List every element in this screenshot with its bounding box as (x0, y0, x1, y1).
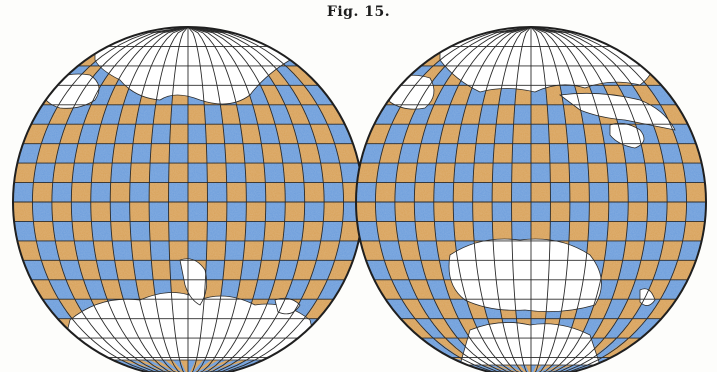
landmass-australia (448, 238, 602, 313)
eastern-hemisphere (355, 26, 707, 372)
meridian-line (168, 27, 189, 372)
meridian-line (187, 27, 286, 372)
meridian-line (187, 27, 325, 372)
meridian-line (187, 27, 208, 372)
meridian-line (511, 27, 532, 372)
meridian-line (148, 27, 189, 372)
meridian-line (187, 27, 247, 372)
landmass-antarctica (459, 322, 601, 366)
meridian-line (51, 27, 189, 372)
meridian-line (472, 27, 532, 372)
figure-title: Fig. 15. (326, 4, 391, 20)
landmass-new-zealand (639, 288, 656, 306)
meridian-line (433, 27, 532, 372)
meridian-line (530, 27, 629, 372)
meridian-line (394, 27, 532, 372)
meridian-line (530, 27, 610, 372)
meridian-line (187, 27, 267, 372)
meridian-line (530, 27, 551, 372)
meridian-line (530, 27, 668, 372)
landmass-asia-east (558, 92, 676, 131)
western-hemisphere (12, 26, 364, 372)
graticule-lines (356, 27, 706, 372)
meridian-line (187, 27, 345, 372)
landmasses (39, 27, 321, 361)
landmass-southern-island (274, 297, 301, 315)
graticule-lines (13, 27, 363, 372)
meridian-line (187, 27, 306, 372)
meridian-line (374, 27, 532, 372)
meridian-line (530, 27, 649, 372)
meridian-line (31, 27, 189, 372)
meridian-line (187, 27, 228, 372)
meridian-line (90, 27, 189, 372)
meridian-line (452, 27, 532, 372)
meridian-line (530, 27, 571, 372)
meridian-line (70, 27, 189, 372)
meridian-line (491, 27, 532, 372)
meridian-line (129, 27, 189, 372)
meridian-line (530, 27, 688, 372)
hemisphere-outline (355, 26, 707, 372)
meridian-line (109, 27, 189, 372)
meridian-line (413, 27, 532, 372)
meridian-line (530, 27, 590, 372)
